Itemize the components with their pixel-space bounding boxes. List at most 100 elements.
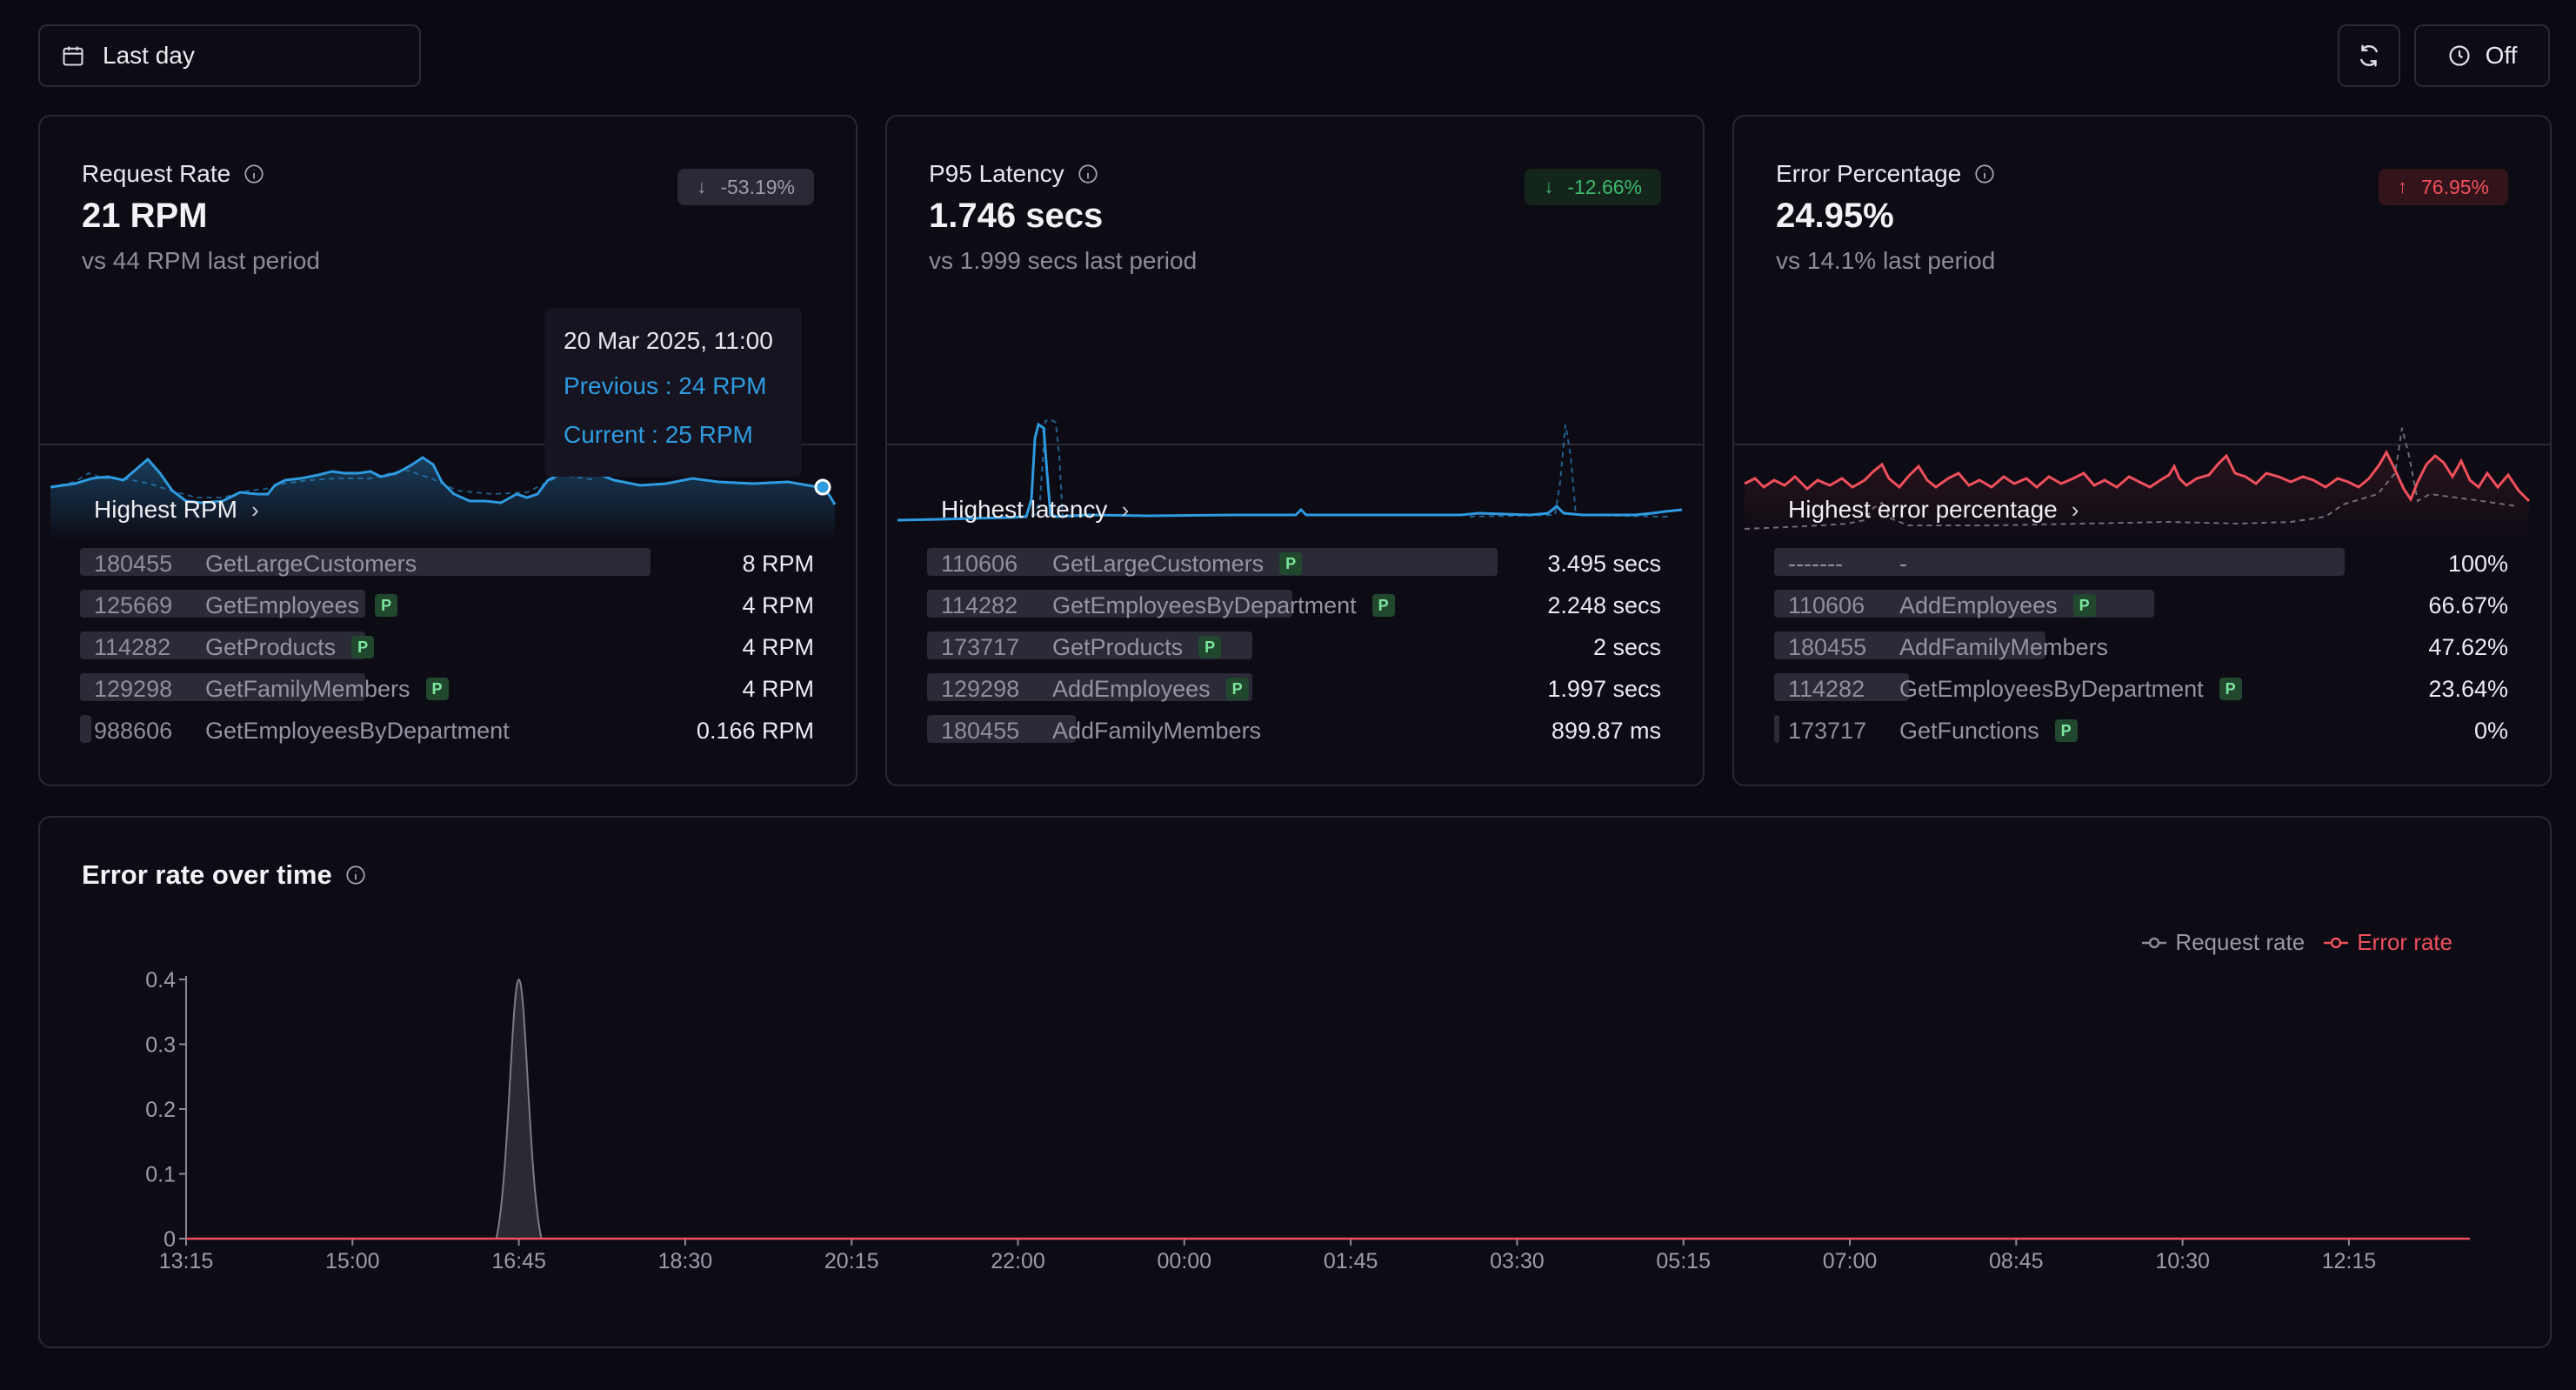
endpoint-name: AddFamilyMembers	[1052, 717, 1262, 744]
list-title[interactable]: Highest RPM ›	[94, 496, 259, 524]
chevron-right-icon: ›	[250, 496, 259, 523]
endpoint-row[interactable]: 129298 AddEmployees P 1.997 secs	[927, 668, 1661, 710]
tooltip-previous: Previous : 24 RPM	[564, 372, 767, 399]
legend-label: Error rate	[2357, 929, 2453, 955]
endpoint-value: 0.166 RPM	[696, 717, 814, 744]
endpoint-badge: P	[1198, 636, 1222, 658]
endpoint-id: -------	[1788, 550, 1843, 577]
tooltip-current: Current : 25 RPM	[564, 421, 753, 448]
y-tick-label: 0.4	[145, 968, 176, 992]
endpoint-name: GetEmployees	[205, 591, 360, 618]
latency-card: P95 Latency 1.746 secs vs 1.999 secs las…	[885, 115, 1705, 786]
x-tick-label: 08:45	[1989, 1249, 2044, 1273]
refresh-button[interactable]	[2338, 24, 2400, 87]
endpoint-row[interactable]: 125669 GetEmployees P 4 RPM	[80, 585, 814, 626]
chart-title: Error rate over time	[82, 859, 367, 891]
endpoint-bar	[927, 590, 1292, 618]
info-icon[interactable]	[243, 163, 265, 185]
endpoint-value: 2.248 secs	[1547, 591, 1661, 618]
metric-title: P95 Latency	[929, 160, 1099, 188]
x-tick-label: 18:30	[658, 1249, 713, 1273]
y-tick-label: 0.1	[145, 1163, 176, 1187]
info-icon[interactable]	[344, 864, 367, 886]
endpoint-row[interactable]: 173717 GetFunctions P 0%	[1774, 710, 2508, 752]
legend-label: Request rate	[2175, 929, 2306, 955]
time-range-picker[interactable]: Last day	[38, 24, 421, 87]
endpoint-row[interactable]: 114282 GetEmployeesByDepartment P 23.64%	[1774, 668, 2508, 710]
card-summary: Error Percentage 24.95% vs 14.1% last pe…	[1734, 117, 2550, 543]
auto-refresh-label: Off	[2485, 42, 2518, 69]
endpoint-name: GetEmployeesByDepartment	[1052, 591, 1357, 618]
latency-sparkline[interactable]	[887, 404, 1705, 543]
endpoint-bar	[80, 715, 92, 743]
metric-previous: vs 14.1% last period	[1776, 247, 1996, 274]
endpoint-name: GetLargeCustomers	[1052, 550, 1265, 577]
endpoint-value: 23.64%	[2428, 675, 2508, 702]
metric-previous: vs 44 RPM last period	[82, 247, 320, 274]
endpoint-id: 114282	[1788, 675, 1865, 702]
request-rate-sparkline[interactable]	[40, 404, 858, 543]
auto-refresh-button[interactable]: Off	[2414, 24, 2550, 87]
chevron-right-icon: ›	[2071, 496, 2079, 523]
endpoint-value: 0%	[2473, 717, 2508, 744]
endpoint-row[interactable]: 114282 GetEmployeesByDepartment P 2.248 sec…	[927, 585, 1661, 626]
info-icon[interactable]	[1973, 163, 1996, 185]
endpoint-value: 899.87 ms	[1551, 717, 1661, 744]
endpoint-id: 129298	[94, 675, 173, 702]
endpoint-row[interactable]: 988606 GetEmployeesByDepartment 0.166 RPM	[80, 710, 814, 752]
endpoint-value: 8 RPM	[742, 550, 814, 577]
error-percentage-sparkline[interactable]	[1734, 404, 2552, 543]
y-tick-label: 0	[164, 1227, 176, 1252]
endpoint-name: GetEmployeesByDepartment	[205, 717, 510, 744]
x-tick-label: 20:15	[824, 1249, 879, 1273]
legend-line-icon	[2142, 937, 2167, 948]
endpoint-name: GetFamilyMembers	[205, 675, 410, 702]
endpoint-id: 125669	[94, 591, 173, 618]
endpoint-bar	[80, 548, 651, 576]
endpoint-name: AddFamilyMembers	[1899, 633, 2109, 660]
endpoint-badge: P	[351, 636, 375, 658]
endpoint-row[interactable]: ------- -100%	[1774, 543, 2508, 585]
metric-title-text: Request Rate	[82, 160, 231, 187]
endpoint-row[interactable]: 180455 AddFamilyMembers 899.87 ms	[927, 710, 1661, 752]
endpoint-bar	[80, 590, 365, 618]
arrow-down-icon: ↓	[697, 176, 707, 197]
endpoint-id: 173717	[1788, 717, 1867, 744]
x-tick-label: 10:30	[2155, 1249, 2210, 1273]
error-rate-chart[interactable]: 0 0.1 0.2 0.3 0.4 13:15 15:00 16:45 18:30 20:15 22…	[40, 818, 2552, 1348]
endpoint-row[interactable]: 173717 GetProducts P 2 secs	[927, 626, 1661, 668]
endpoint-value: 3.495 secs	[1547, 550, 1661, 577]
endpoint-bar	[1774, 715, 1779, 743]
metric-title-text: P95 Latency	[929, 160, 1064, 187]
endpoint-row[interactable]: 180455 GetLargeCustomers 8 RPM	[80, 543, 814, 585]
top-endpoints-list: 110606 GetLargeCustomers P 3.495 secs 114282…	[927, 543, 1661, 752]
x-tick-label: 05:15	[1656, 1249, 1711, 1273]
endpoint-id: 110606	[1788, 591, 1865, 618]
endpoint-row[interactable]: 110606 AddEmployees P 66.67%	[1774, 585, 2508, 626]
endpoint-badge: P	[375, 594, 398, 617]
info-icon[interactable]	[1077, 163, 1099, 185]
arrow-down-icon: ↓	[1544, 176, 1554, 197]
endpoint-name: GetProducts	[1052, 633, 1184, 660]
list-title[interactable]: Highest error percentage ›	[1788, 496, 2079, 524]
x-tick-label: 00:00	[1158, 1249, 1212, 1273]
chart-title-text: Error rate over time	[82, 859, 332, 890]
endpoint-row[interactable]: 114282 GetProducts P 4 RPM	[80, 626, 814, 668]
legend-error-rate[interactable]: Error rate	[2322, 929, 2453, 956]
endpoint-id: 114282	[941, 591, 1018, 618]
endpoint-id: 180455	[94, 550, 173, 577]
metric-value: 24.95%	[1776, 197, 1894, 235]
change-badge: ↑ 76.95%	[2378, 169, 2508, 205]
endpoint-row[interactable]: 129298 GetFamilyMembers P 4 RPM	[80, 668, 814, 710]
endpoint-value: 4 RPM	[742, 591, 814, 618]
endpoint-id: 110606	[941, 550, 1018, 577]
chevron-right-icon: ›	[1121, 496, 1130, 523]
endpoint-id: 988606	[94, 717, 173, 744]
metric-value: 21 RPM	[82, 197, 208, 235]
endpoint-row[interactable]: 180455 AddFamilyMembers 47.62%	[1774, 626, 2508, 668]
list-title-text: Highest RPM	[94, 496, 237, 523]
endpoint-bar	[80, 632, 365, 659]
list-title[interactable]: Highest latency ›	[941, 496, 1129, 524]
legend-request-rate[interactable]: Request rate	[2140, 929, 2305, 956]
endpoint-row[interactable]: 110606 GetLargeCustomers P 3.495 secs	[927, 543, 1661, 585]
